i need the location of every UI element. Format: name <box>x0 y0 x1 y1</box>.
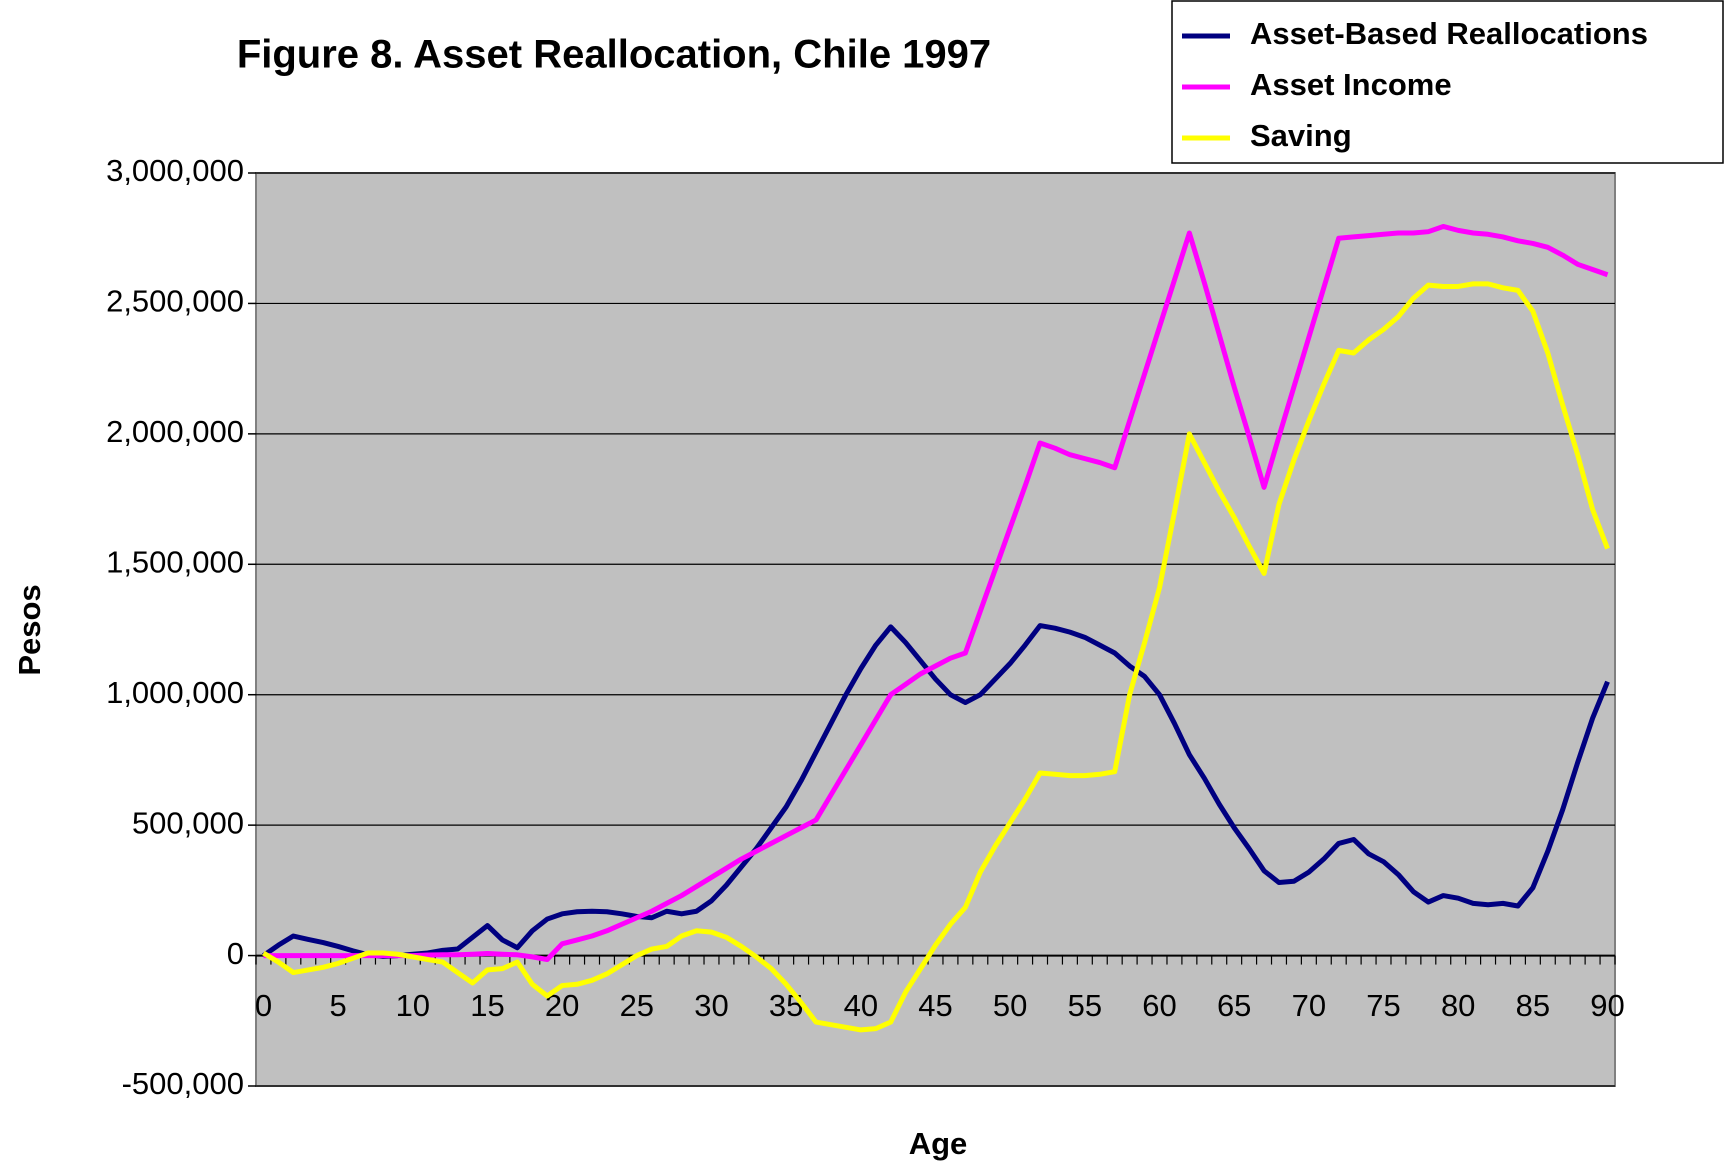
x-tick-label: 55 <box>1068 988 1102 1023</box>
x-tick-label: 45 <box>918 988 952 1023</box>
x-tick-label: 80 <box>1441 988 1475 1023</box>
legend-label: Asset-Based Reallocations <box>1250 16 1648 51</box>
x-tick-label: 10 <box>396 988 430 1023</box>
x-tick-label: 30 <box>694 988 728 1023</box>
x-tick-label: 35 <box>769 988 803 1023</box>
y-tick-label: -500,000 <box>122 1066 244 1101</box>
x-tick-label: 70 <box>1292 988 1326 1023</box>
y-tick-label: 1,500,000 <box>106 544 244 579</box>
legend-box <box>1171 0 1724 164</box>
y-tick-label: 3,000,000 <box>106 153 244 188</box>
y-tick-label: 2,000,000 <box>106 414 244 449</box>
x-tick-label: 15 <box>470 988 504 1023</box>
series-line <box>262 281 1610 1033</box>
chart-title: Figure 8. Asset Reallocation, Chile 1997 <box>237 33 991 77</box>
x-tick-label: 65 <box>1217 988 1251 1023</box>
y-tick-label: 1,000,000 <box>106 675 244 710</box>
x-tick-label: 60 <box>1142 988 1176 1023</box>
x-tick-label: 40 <box>844 988 878 1023</box>
x-tick-label: 85 <box>1516 988 1550 1023</box>
x-axis-label: Age <box>909 1126 968 1161</box>
series-line <box>262 623 1610 959</box>
x-tick-label: 90 <box>1590 988 1624 1023</box>
x-tick-label: 50 <box>993 988 1027 1023</box>
legend-label: Asset Income <box>1250 67 1452 102</box>
x-tick-label: 75 <box>1366 988 1400 1023</box>
y-axis-label: Pesos <box>12 584 47 675</box>
series-line <box>263 223 1609 962</box>
y-tick-label: 0 <box>227 936 244 971</box>
y-tick-label: 500,000 <box>132 805 244 840</box>
x-tick-label: 5 <box>330 988 347 1023</box>
x-tick-label: 0 <box>255 988 272 1023</box>
y-tick-label: 2,500,000 <box>106 284 244 319</box>
x-tick-label: 25 <box>620 988 654 1023</box>
legend-label: Saving <box>1250 118 1352 153</box>
